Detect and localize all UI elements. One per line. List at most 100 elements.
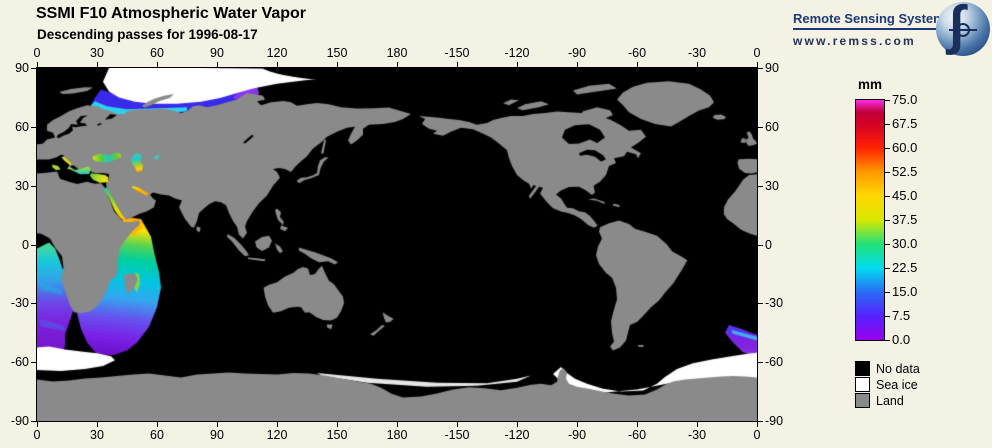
colorbar-tick-label: 67.5 xyxy=(892,116,918,131)
globe-logo-icon: ∫ xyxy=(936,0,990,56)
lon-tick-label: 0 xyxy=(33,428,41,442)
colorbar-tick-label: 45.0 xyxy=(892,188,918,203)
lon-tick xyxy=(397,62,398,67)
lat-tick-label: -60 xyxy=(765,355,784,370)
lon-tick xyxy=(637,62,638,67)
lat-tick xyxy=(758,421,763,422)
legend-swatch-land xyxy=(856,394,869,407)
lon-tick xyxy=(337,62,338,67)
lon-tick-label: 180 xyxy=(386,46,408,60)
lat-tick xyxy=(31,244,36,246)
lat-tick xyxy=(31,421,36,422)
lon-tick xyxy=(277,62,278,67)
lat-tick xyxy=(31,303,36,305)
colorbar-tick-label: 0.0 xyxy=(892,332,911,347)
lon-tick xyxy=(457,422,458,427)
lon-tick xyxy=(337,422,338,427)
lat-tick-label: -30 xyxy=(10,296,29,311)
logo-underline xyxy=(793,28,950,30)
lon-tick-label: 30 xyxy=(90,46,104,60)
lon-tick xyxy=(577,62,578,67)
colorbar-tick xyxy=(884,316,890,317)
lon-tick xyxy=(757,422,758,427)
colorbar-tick xyxy=(884,172,890,173)
colorbar-tick-label: 52.5 xyxy=(892,164,918,179)
lat-tick-label: 90 xyxy=(765,61,779,75)
lat-tick-label: -60 xyxy=(10,355,29,370)
lat-tick xyxy=(31,68,36,69)
colorbar-tick xyxy=(884,196,890,197)
colorbar-tick xyxy=(884,124,890,125)
lon-tick-label: 60 xyxy=(150,46,164,60)
lat-tick-label: 60 xyxy=(765,119,779,134)
lon-tick xyxy=(757,62,758,67)
lon-tick-label: 90 xyxy=(210,46,224,60)
lon-tick-label: 90 xyxy=(210,428,224,442)
lat-tick xyxy=(758,185,763,187)
lat-tick-label: 30 xyxy=(15,178,29,193)
lon-tick-label: -120 xyxy=(504,46,530,60)
lat-tick-label: 60 xyxy=(15,119,29,134)
lon-tick xyxy=(217,62,218,67)
lon-tick-label: 0 xyxy=(753,428,761,442)
colorbar-unit-label: mm xyxy=(857,77,882,92)
lat-tick-label: 0 xyxy=(765,237,772,252)
legend-label: Sea ice xyxy=(876,378,918,392)
colorbar-tick xyxy=(884,268,890,269)
lat-tick-label: -90 xyxy=(765,414,784,428)
lon-tick-label: 150 xyxy=(326,428,348,442)
legend-swatch-no-data xyxy=(856,362,869,375)
colorbar xyxy=(856,100,884,340)
lat-tick xyxy=(758,126,763,128)
legend-label: Land xyxy=(876,394,904,408)
colorbar-tick-label: 30.0 xyxy=(892,236,918,251)
colorbar-tick xyxy=(884,220,890,221)
colorbar-tick-label: 75.0 xyxy=(892,92,918,107)
lon-tick-label: -150 xyxy=(444,46,470,60)
lon-tick-label: 150 xyxy=(326,46,348,60)
crosshair-line-icon xyxy=(949,29,977,31)
lon-tick-label: -90 xyxy=(567,428,587,442)
colorbar-tick-label: 7.5 xyxy=(892,308,911,323)
colorbar-tick xyxy=(884,292,890,293)
lat-tick xyxy=(758,303,763,305)
logo-text: Remote Sensing Systems xyxy=(793,11,952,26)
lon-tick-label: 60 xyxy=(150,428,164,442)
page-title: SSMI F10 Atmospheric Water Vapor xyxy=(36,5,306,22)
lat-tick xyxy=(31,185,36,187)
lat-tick xyxy=(758,68,763,69)
world-map-canvas xyxy=(37,68,757,421)
lat-tick-label: 30 xyxy=(765,178,779,193)
lon-tick xyxy=(37,422,38,427)
lon-tick-label: 30 xyxy=(90,428,104,442)
logo-url[interactable]: www.remss.com xyxy=(793,34,916,48)
lon-tick-label: 0 xyxy=(753,46,761,60)
lon-tick xyxy=(397,422,398,427)
lon-tick-label: -150 xyxy=(444,428,470,442)
lon-tick-label: -30 xyxy=(687,428,707,442)
lon-tick xyxy=(97,422,98,427)
lon-tick xyxy=(517,62,518,67)
lon-tick-label: -60 xyxy=(627,428,647,442)
lon-tick xyxy=(277,422,278,427)
lon-tick xyxy=(457,62,458,67)
colorbar-tick xyxy=(884,100,890,101)
legend-label: No data xyxy=(876,362,920,376)
lat-tick xyxy=(31,362,36,364)
lat-tick-label: 0 xyxy=(22,237,29,252)
lat-tick-label: -90 xyxy=(10,414,29,428)
lon-tick-label: 120 xyxy=(266,46,288,60)
lat-tick xyxy=(31,126,36,128)
lon-tick-label: -30 xyxy=(687,46,707,60)
lon-tick xyxy=(697,422,698,427)
lat-tick-label: 90 xyxy=(15,61,29,75)
lon-tick xyxy=(577,422,578,427)
lon-tick xyxy=(697,62,698,67)
colorbar-tick xyxy=(884,148,890,149)
lon-tick xyxy=(97,62,98,67)
lat-tick xyxy=(758,362,763,364)
lon-tick xyxy=(217,422,218,427)
colorbar-tick-label: 15.0 xyxy=(892,284,918,299)
lon-tick-label: -120 xyxy=(504,428,530,442)
